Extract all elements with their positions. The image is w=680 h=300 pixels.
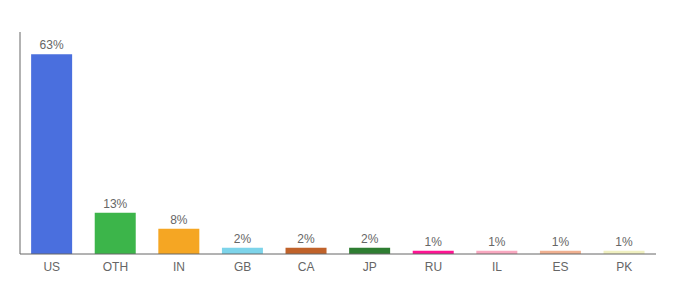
svg-text:2%: 2%	[297, 232, 315, 246]
svg-text:PK: PK	[616, 260, 632, 274]
svg-text:13%: 13%	[103, 197, 127, 211]
svg-text:1%: 1%	[425, 235, 443, 249]
svg-text:63%: 63%	[40, 38, 64, 52]
svg-text:1%: 1%	[488, 235, 506, 249]
svg-text:IL: IL	[492, 260, 502, 274]
svg-text:JP: JP	[363, 260, 377, 274]
svg-text:2%: 2%	[234, 232, 252, 246]
svg-text:GB: GB	[234, 260, 251, 274]
svg-text:ES: ES	[553, 260, 569, 274]
svg-text:CA: CA	[298, 260, 315, 274]
svg-text:RU: RU	[425, 260, 442, 274]
svg-text:8%: 8%	[170, 213, 188, 227]
svg-text:IN: IN	[173, 260, 185, 274]
svg-text:2%: 2%	[361, 232, 379, 246]
svg-text:1%: 1%	[615, 235, 633, 249]
svg-text:1%: 1%	[552, 235, 570, 249]
svg-text:US: US	[43, 260, 60, 274]
svg-text:OTH: OTH	[103, 260, 128, 274]
